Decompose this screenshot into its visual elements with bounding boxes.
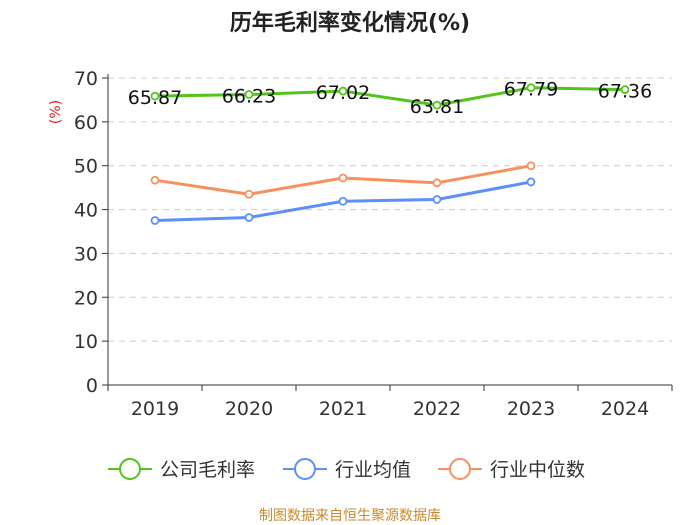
y-tick-label: 60	[74, 112, 98, 134]
y-tick-label: 20	[74, 287, 98, 309]
data-point-0-2019	[150, 91, 160, 101]
data-point-1-2021	[338, 196, 348, 206]
legend: 公司毛利率 行业均值 行业中位数	[108, 458, 585, 481]
x-tick-label-2022: 2022	[413, 398, 461, 420]
data-point-1-2022	[432, 195, 442, 204]
source-note: 制图数据来自恒生聚源数据库	[259, 508, 441, 524]
y-tick-label: 50	[74, 156, 98, 178]
data-point-0-2023	[526, 83, 536, 93]
series-line-0	[154, 86, 626, 107]
legend-label-2: 行业中位数	[490, 459, 585, 481]
data-point-1-2019	[150, 216, 160, 225]
x-tick-label-2023: 2023	[507, 398, 555, 420]
data-label-2020: 66.23	[222, 86, 276, 108]
data-point-2-2019	[150, 175, 160, 185]
data-label-2021: 67.02	[316, 82, 370, 104]
x-tick-label-2020: 2020	[225, 398, 273, 420]
data-point-0-2022	[432, 100, 442, 110]
data-label-2022: 63.81	[410, 96, 464, 118]
data-point-2-2023	[526, 161, 536, 171]
data-point-1-2023	[526, 177, 536, 187]
data-point-0-2024	[620, 85, 630, 94]
data-point-0-2020	[244, 90, 254, 99]
x-tick-label-2024: 2024	[601, 398, 649, 420]
data-label-2024: 67.36	[598, 81, 652, 103]
data-label-2023: 67.79	[504, 79, 558, 101]
legend-marker-0	[119, 458, 141, 480]
y-tick-label: 70	[74, 68, 98, 90]
legend-marker-2	[449, 458, 471, 480]
legend-label-0: 公司毛利率	[160, 459, 255, 481]
y-tick-label: 40	[74, 200, 98, 222]
y-axis-label: (%)	[48, 100, 64, 124]
data-point-2-2020	[244, 189, 254, 199]
grid-lines	[108, 77, 672, 342]
data-point-0-2021	[338, 86, 348, 96]
data-labels: 65.87 66.23 67.02 63.81 67.79 67.36	[128, 79, 652, 118]
data-point-1-2020	[244, 213, 254, 222]
y-tick-label: 0	[86, 375, 98, 397]
x-tick-label-2021: 2021	[319, 398, 367, 420]
chart-title: 历年毛利率变化情况(%)	[230, 10, 470, 36]
axes: 0 10 20 30 40 50 60 70 2019 2020 2021 2022 2023 2024	[74, 68, 673, 420]
y-tick-label: 10	[74, 331, 98, 353]
data-point-2-2022	[432, 178, 442, 188]
data-point-2-2021	[338, 173, 348, 183]
series-lines	[150, 83, 630, 225]
x-tick-label-2019: 2019	[131, 398, 179, 420]
legend-label-1: 行业均值	[335, 459, 411, 481]
data-label-2019: 65.87	[128, 87, 182, 109]
legend-marker-1	[294, 458, 316, 480]
y-tick-label: 30	[74, 243, 98, 265]
